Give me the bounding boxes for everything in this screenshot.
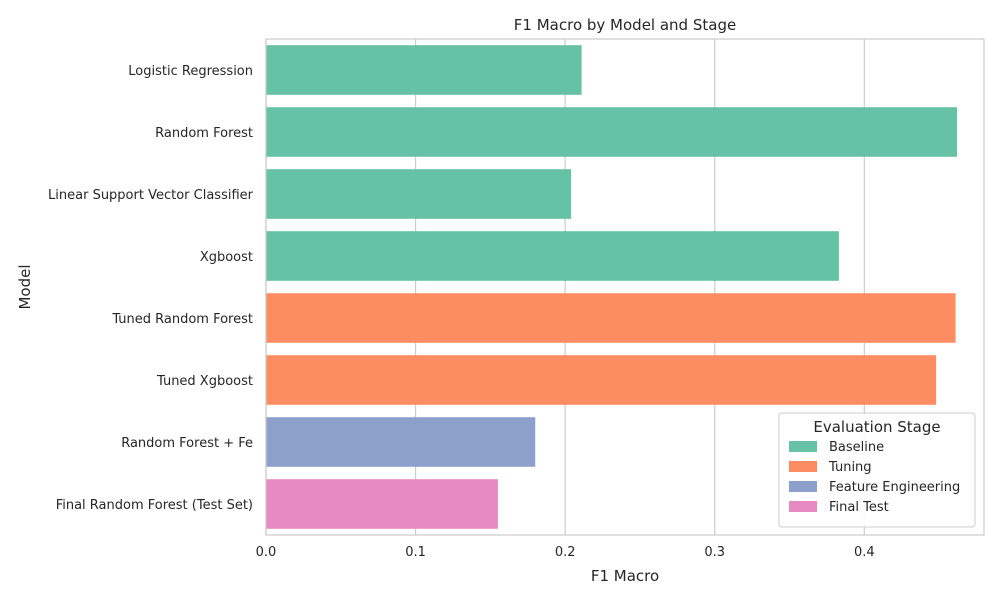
- y-tick-label: Random Forest: [155, 126, 253, 141]
- bars: [266, 45, 958, 529]
- x-tick-labels: 0.0 0.1 0.2 0.3 0.4: [256, 545, 875, 560]
- y-tick-label: Tuned Random Forest: [111, 312, 253, 327]
- x-tick-label: 0.3: [704, 545, 725, 560]
- legend-label: Feature Engineering: [829, 480, 960, 495]
- legend-label: Tuning: [828, 460, 872, 475]
- legend-swatch: [789, 441, 817, 452]
- y-tick-label: Final Random Forest (Test Set): [56, 498, 253, 513]
- legend-swatch: [789, 501, 817, 512]
- y-tick-label: Logistic Regression: [128, 64, 253, 79]
- legend-swatch: [789, 481, 817, 492]
- x-tick-label: 0.0: [256, 545, 277, 560]
- legend-box: [778, 412, 976, 528]
- bar: [266, 479, 498, 529]
- legend-swatch: [789, 461, 817, 472]
- legend-label: Baseline: [829, 440, 884, 455]
- bar: [266, 231, 839, 281]
- legend-title: Evaluation Stage: [813, 418, 940, 436]
- legend: Evaluation Stage Baseline Tuning Feature E…: [778, 412, 976, 528]
- x-axis-title: F1 Macro: [591, 567, 659, 585]
- y-axis-title: Model: [16, 264, 34, 309]
- bar: [266, 169, 572, 219]
- y-tick-label: Random Forest + Fe: [121, 436, 253, 451]
- x-tick-label: 0.1: [405, 545, 426, 560]
- bar: [266, 355, 937, 405]
- legend-label: Final Test: [829, 500, 889, 515]
- bar: [266, 293, 956, 343]
- y-tick-labels: Logistic Regression Random Forest Linear S…: [48, 64, 254, 513]
- chart-title: F1 Macro by Model and Stage: [514, 16, 736, 34]
- y-tick-label: Linear Support Vector Classifier: [48, 188, 254, 203]
- x-tick-label: 0.4: [854, 545, 875, 560]
- y-tick-label: Xgboost: [200, 250, 253, 265]
- legend-items: Baseline Tuning Feature Engineering Final T…: [789, 440, 960, 515]
- plot-frame: [265, 38, 985, 536]
- bar: [266, 107, 958, 157]
- x-tick-label: 0.2: [555, 545, 576, 560]
- bar: [266, 417, 536, 467]
- y-tick-label: Tuned Xgboost: [156, 374, 253, 389]
- bar: [266, 45, 582, 95]
